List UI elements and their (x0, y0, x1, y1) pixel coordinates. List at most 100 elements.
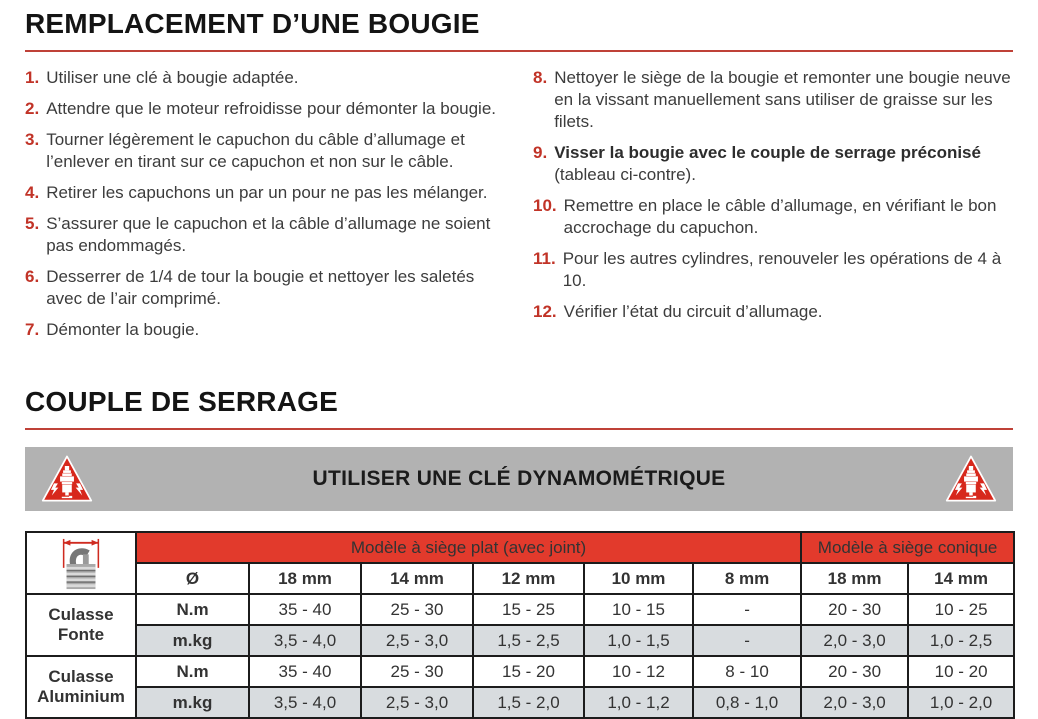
page-title: REMPLACEMENT D’UNE BOUGIE (25, 6, 1013, 52)
table-row-aluminium-mkg: m.kg 3,5 - 4,0 2,5 - 3,0 1,5 - 2,0 1,0 -… (26, 686, 1016, 719)
step-12: 12. Vérifier l’état du circuit d’allumag… (533, 301, 1013, 323)
step-text: Visser la bougie avec le couple de serra… (554, 142, 1013, 186)
value-cell: 15 - 20 (472, 655, 585, 688)
step-text: Desserrer de 1/4 de tour la bougie et ne… (46, 267, 475, 308)
row-group-label-aluminium: Culasse Aluminium (25, 655, 137, 719)
step-7: 7. Démonter la bougie. (25, 319, 505, 341)
value-cell: - (691, 593, 803, 626)
value-cell: 25 - 30 (360, 655, 474, 688)
step-2: 2. Attendre que le moteur refroidisse po… (25, 98, 505, 120)
size-header: 14 mm (907, 562, 1016, 595)
value-cell: 2,0 - 3,0 (800, 624, 910, 657)
step-number: 6. (25, 267, 40, 286)
step-text: Retirer les capuchons un par un pour ne … (46, 183, 488, 202)
value-cell: 3,5 - 4,0 (248, 624, 362, 657)
step-text-normal: (tableau ci-contre). (554, 165, 696, 184)
step-8: 8. Nettoyer le siège de la bougie et rem… (533, 67, 1013, 133)
step-text: Vérifier l’état du circuit d’allumage. (563, 302, 823, 321)
diameter-symbol: Ø (135, 562, 250, 595)
size-header: 14 mm (360, 562, 474, 595)
steps-column-right: 8. Nettoyer le siège de la bougie et rem… (533, 67, 1013, 350)
group-header-conical-seat: Modèle à siège conique (800, 531, 1016, 564)
size-header: 10 mm (583, 562, 694, 595)
step-text: S’assurer que le capuchon et la câble d’… (46, 214, 491, 255)
value-cell: 2,0 - 3,0 (800, 686, 910, 719)
value-cell: 1,5 - 2,5 (472, 624, 585, 657)
step-text: Démonter la bougie. (46, 320, 200, 339)
value-cell: 10 - 20 (907, 655, 1016, 688)
value-cell: 1,0 - 1,5 (583, 624, 694, 657)
spark-plug-warning-icon (945, 453, 997, 505)
table-row-aluminium-nm: Culasse Aluminium N.m 35 - 40 25 - 30 15… (25, 655, 1016, 719)
step-11: 11. Pour les autres cylindres, renouvele… (533, 248, 1013, 292)
step-number: 10. (533, 196, 557, 215)
value-cell: 8 - 10 (691, 655, 803, 688)
step-text: Remettre en place le câble d’allumage, e… (563, 196, 997, 237)
step-number: 12. (533, 302, 557, 321)
table-row-fonte-mkg: m.kg 3,5 - 4,0 2,5 - 3,0 1,5 - 2,5 1,0 -… (26, 624, 1016, 657)
size-header: 18 mm (248, 562, 362, 595)
banner-text: UTILISER UNE CLÉ DYNAMOMÉTRIQUE (312, 467, 726, 490)
row-group-label-fonte: Culasse Fonte (25, 593, 137, 657)
step-9: 9. Visser la bougie avec le couple de se… (533, 142, 1013, 186)
unit-cell: N.m (135, 655, 250, 688)
section-torque: COUPLE DE SERRAGE UTILISER UNE CLÉ (25, 384, 1016, 719)
value-cell: 20 - 30 (800, 593, 910, 626)
step-text: Attendre que le moteur refroidisse pour … (46, 99, 497, 118)
value-cell: 2,5 - 3,0 (360, 624, 474, 657)
step-number: 2. (25, 99, 40, 118)
step-5: 5. S’assurer que le capuchon et la câble… (25, 213, 505, 257)
step-10: 10. Remettre en place le câble d’allumag… (533, 195, 1013, 239)
value-cell: 10 - 25 (907, 593, 1016, 626)
step-number: 1. (25, 68, 40, 87)
value-cell: 1,5 - 2,0 (472, 686, 585, 719)
torque-table: Modèle à siège plat (avec joint) Modèle … (25, 531, 1016, 719)
unit-cell: N.m (135, 593, 250, 626)
section-replacement: REMPLACEMENT D’UNE BOUGIE 1. Utiliser un… (25, 6, 1013, 350)
step-number: 8. (533, 68, 548, 87)
value-cell: 1,0 - 2,5 (907, 624, 1016, 657)
step-3: 3. Tourner légèrement le capuchon du câb… (25, 129, 505, 173)
steps-column-left: 1. Utiliser une clé à bougie adaptée. 2.… (25, 67, 505, 350)
step-text: Tourner légèrement le capuchon du câble … (46, 130, 465, 171)
size-header: 8 mm (691, 562, 803, 595)
table-row-fonte-nm: Culasse Fonte N.m 35 - 40 25 - 30 15 - 2… (25, 593, 1016, 657)
step-number: 4. (25, 183, 40, 202)
value-cell: 0,8 - 1,0 (691, 686, 803, 719)
value-cell: 20 - 30 (800, 655, 910, 688)
step-6: 6. Desserrer de 1/4 de tour la bougie et… (25, 266, 505, 310)
unit-cell: m.kg (135, 624, 250, 657)
step-number: 9. (533, 143, 548, 162)
value-cell: 25 - 30 (360, 593, 474, 626)
torque-wrench-warning-banner: UTILISER UNE CLÉ DYNAMOMÉTRIQUE (25, 447, 1013, 511)
value-cell: 10 - 12 (583, 655, 694, 688)
size-header: 12 mm (472, 562, 585, 595)
value-cell: 1,0 - 1,2 (583, 686, 694, 719)
torque-title: COUPLE DE SERRAGE (25, 384, 1013, 430)
value-cell: 1,0 - 2,0 (907, 686, 1016, 719)
step-1: 1. Utiliser une clé à bougie adaptée. (25, 67, 505, 89)
value-cell: 3,5 - 4,0 (248, 686, 362, 719)
step-text: Nettoyer le siège de la bougie et remont… (554, 68, 1011, 131)
step-text: Utiliser une clé à bougie adaptée. (46, 68, 299, 87)
size-header: 18 mm (800, 562, 910, 595)
value-cell: 15 - 25 (472, 593, 585, 626)
spark-plug-photo-icon (25, 531, 137, 595)
group-header-flat-seat: Modèle à siège plat (avec joint) (134, 531, 803, 564)
value-cell: 10 - 15 (583, 593, 694, 626)
table-group-header-row: Modèle à siège plat (avec joint) Modèle … (25, 531, 1016, 595)
step-text: Pour les autres cylindres, renouveler le… (562, 249, 1002, 290)
step-4: 4. Retirer les capuchons un par un pour … (25, 182, 505, 204)
value-cell: 35 - 40 (248, 655, 362, 688)
step-text-bold: Visser la bougie avec le couple de serra… (554, 143, 981, 162)
value-cell: 35 - 40 (248, 593, 362, 626)
value-cell: - (691, 624, 803, 657)
unit-cell: m.kg (135, 686, 250, 719)
spark-plug-warning-icon (41, 453, 93, 505)
steps-columns: 1. Utiliser une clé à bougie adaptée. 2.… (25, 67, 1013, 350)
value-cell: 2,5 - 3,0 (360, 686, 474, 719)
table-size-header-row: Ø 18 mm 14 mm 12 mm 10 mm 8 mm 18 mm 14 … (26, 562, 1016, 595)
step-number: 3. (25, 130, 40, 149)
step-number: 11. (533, 249, 556, 268)
